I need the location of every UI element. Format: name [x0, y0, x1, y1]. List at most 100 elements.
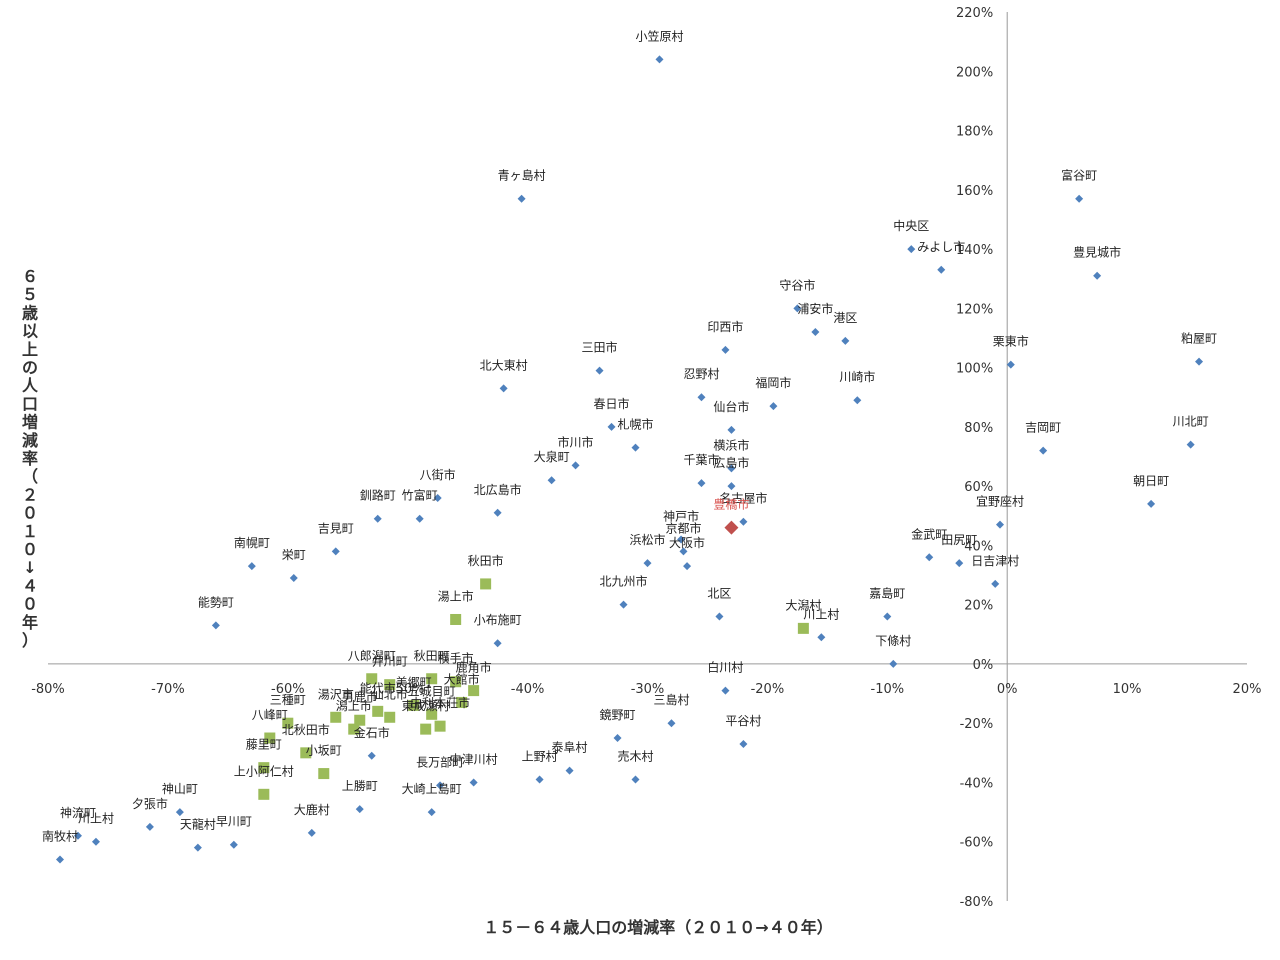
data-point: [331, 547, 340, 556]
data-point: [55, 855, 64, 864]
data-point: [727, 464, 736, 473]
point-label: 栗東市: [993, 334, 1029, 349]
data-point: [384, 711, 396, 723]
point-label: 春日市: [594, 396, 630, 411]
data-point: [769, 402, 778, 411]
data-point: [258, 762, 270, 774]
data-point: [384, 679, 396, 691]
point-label: 粕屋町: [1181, 331, 1217, 346]
point-label: 金武町: [911, 526, 947, 541]
data-point: [817, 633, 826, 642]
point-label: 川崎市: [839, 369, 875, 384]
x-tick-labels: -80% -70% -60% -50% -40% -30% -20% -10% 0% 10% 20%: [31, 682, 1261, 697]
point-label: 南幌町: [234, 535, 270, 550]
point-label: 大阪市: [669, 535, 705, 550]
y-axis-title: ６５歳以上の人口増減率（２０１０↓４０年）: [22, 267, 39, 650]
data-point: [613, 734, 622, 743]
point-label: 小布施町: [474, 613, 522, 627]
data-point: [607, 422, 616, 431]
point-label: 川上村: [78, 812, 114, 826]
data-point: [300, 747, 312, 759]
data-point: [991, 579, 1000, 588]
data-point: [282, 717, 294, 729]
data-point: [535, 775, 544, 784]
y-title-char: 増: [22, 413, 38, 432]
point-label: 浜松市: [629, 532, 665, 547]
data-point: [468, 685, 480, 697]
data-point: [721, 686, 730, 695]
point-label: 富谷町: [1061, 168, 1097, 183]
y-title-char: ↓: [23, 558, 36, 577]
x-tick-label: -40%: [511, 682, 545, 697]
point-label: 下條村: [875, 634, 911, 648]
data-point: [955, 559, 964, 568]
point-label: 潟上市: [336, 698, 372, 713]
data-point: [469, 778, 478, 787]
point-label: 吉岡町: [1025, 421, 1061, 435]
y-title-char: ０: [22, 540, 38, 559]
x-tick-label: 10%: [1113, 682, 1142, 697]
data-point: [727, 482, 736, 491]
point-label: 美郷町: [396, 675, 432, 689]
x-tick-label: -70%: [151, 682, 185, 697]
data-point: [996, 520, 1005, 529]
point-label: みよし市: [917, 239, 965, 254]
data-point: [643, 559, 652, 568]
data-point: [679, 547, 688, 556]
point-label: 長万部町: [416, 754, 464, 769]
data-point: [1075, 194, 1084, 203]
x-tick-label: -30%: [631, 682, 665, 697]
y-title-char: の: [22, 358, 38, 377]
data-point: [1093, 271, 1102, 280]
point-label: 大鹿村: [294, 802, 330, 817]
point-label: 三種町: [270, 693, 306, 707]
point-label: 吉見町: [318, 521, 354, 535]
y-tick-labels: 220% 200% 180% 160% 140% 120% 100% 80% 60% 40% 20%…: [956, 6, 993, 910]
data-point: [247, 562, 256, 571]
data-point: [721, 345, 730, 354]
data-point: [883, 612, 892, 621]
data-point: [727, 425, 736, 434]
y-tick-label: 20%: [964, 599, 993, 614]
data-point: [1186, 440, 1195, 449]
point-label: 八峰町: [252, 708, 288, 722]
y-title-char: ）: [22, 631, 38, 650]
data-point: [547, 476, 556, 485]
point-label: 能勢町: [198, 594, 234, 609]
data-point: [925, 553, 934, 562]
point-label: 浦安市: [797, 301, 833, 316]
data-point: [697, 479, 706, 488]
data-point: [433, 493, 442, 502]
data-point: [211, 621, 220, 630]
point-label: 湯上市: [438, 588, 474, 603]
y-tick-label: 180%: [956, 125, 993, 140]
y-title-char: 人: [22, 376, 39, 395]
data-point: [724, 520, 739, 535]
data-point: [853, 396, 862, 405]
data-point: [436, 781, 445, 790]
y-title-char: 減: [22, 431, 38, 450]
point-label: 中央区: [893, 218, 929, 233]
point-label: 三島村: [653, 692, 689, 707]
point-label: 小笠原村: [635, 28, 683, 43]
data-point: [1147, 499, 1156, 508]
data-point: [499, 384, 508, 393]
point-label: 日吉津村: [971, 554, 1019, 568]
data-point: [354, 714, 366, 726]
point-label: 泰阜村: [552, 741, 588, 755]
data-point: [420, 723, 432, 735]
point-label: 南牧村: [42, 829, 78, 844]
point-label: 能代市: [360, 680, 396, 695]
point-label: 早川町: [216, 815, 252, 829]
y-title-char: （: [22, 467, 38, 486]
data-point: [619, 600, 628, 609]
data-point: [307, 828, 316, 837]
point-label: 神山町: [162, 782, 198, 796]
point-label: 名古屋市: [719, 491, 767, 506]
data-point: [493, 508, 502, 517]
point-label: 売木村: [618, 749, 654, 764]
data-point: [427, 808, 436, 817]
data-point: [348, 723, 360, 735]
point-label: 大潟村: [785, 598, 821, 612]
